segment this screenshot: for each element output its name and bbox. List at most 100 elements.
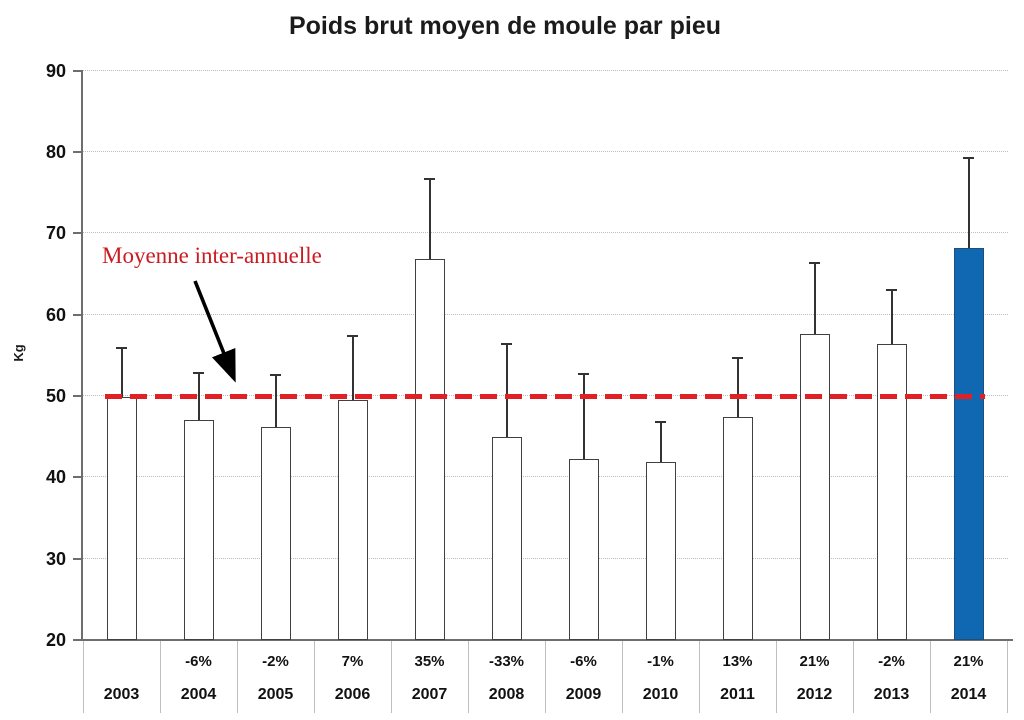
gridline (82, 151, 1008, 153)
mean-line (105, 393, 985, 399)
error-bar (659, 422, 662, 462)
category-separator (930, 641, 931, 713)
x-axis-line (78, 639, 1013, 641)
y-axis-tick (73, 639, 82, 641)
error-bar-cap (347, 334, 358, 337)
bar-2003 (106, 396, 137, 640)
category-separator (314, 641, 315, 713)
mean-line-arrow-icon (193, 280, 236, 383)
pct-change-label: -6% (185, 653, 212, 670)
pct-change-label: 7% (341, 653, 364, 670)
pct-change-label: 35% (414, 653, 445, 670)
gridline (82, 476, 1008, 478)
y-axis-title: Kg (11, 344, 26, 362)
bar-2009 (568, 458, 599, 640)
error-bar (120, 348, 123, 397)
y-axis-tick (73, 232, 82, 235)
error-bar (890, 290, 893, 344)
error-bar-cap (501, 342, 512, 345)
y-axis-tick (73, 476, 82, 479)
year-label: 2008 (488, 686, 525, 703)
y-tick-label: 50 (45, 386, 66, 406)
y-tick-label: 30 (45, 548, 66, 569)
error-bar-cap (732, 356, 743, 359)
year-label: 2010 (642, 686, 679, 703)
gridline (82, 557, 1008, 559)
error-bar (582, 374, 585, 459)
y-axis-tick (73, 557, 82, 560)
category-separator (237, 641, 238, 713)
y-axis-tick (73, 151, 82, 154)
y-tick-label: 60 (45, 304, 66, 325)
bar-2014-highlighted (953, 247, 984, 640)
error-bar (736, 357, 739, 418)
year-label: 2004 (180, 686, 217, 703)
category-separator (699, 641, 700, 713)
y-tick-label: 70 (45, 223, 66, 244)
y-tick-label: 80 (45, 142, 66, 163)
chart-title: Poids brut moyen de moule par pieu (288, 12, 721, 40)
category-separator (391, 641, 392, 713)
category-separator (1007, 641, 1008, 713)
pct-change-label: -2% (878, 653, 905, 670)
category-separator (468, 641, 469, 713)
error-bar (274, 374, 277, 427)
pct-change-label: 21% (953, 653, 984, 670)
error-bar-cap (886, 289, 897, 292)
error-bar (351, 335, 354, 401)
error-bar-cap (424, 177, 435, 180)
category-separator (853, 641, 854, 713)
y-tick-label: 40 (45, 467, 66, 488)
category-separator (160, 641, 161, 713)
y-axis-tick (73, 395, 82, 397)
pct-change-label: 21% (799, 653, 830, 670)
category-separator (83, 641, 84, 713)
year-label: 2003 (103, 686, 140, 703)
error-bar (813, 263, 816, 335)
gridline (82, 313, 1008, 315)
y-axis-tick (73, 313, 82, 316)
year-label: 2009 (565, 686, 602, 703)
error-bar-cap (270, 373, 281, 376)
category-separator (545, 641, 546, 713)
pct-change-label: -2% (262, 653, 289, 670)
pct-change-label: -1% (647, 653, 674, 670)
bar-2007 (414, 258, 445, 640)
error-bar (428, 178, 431, 259)
year-label: 2012 (796, 686, 833, 703)
bar-2005 (260, 426, 291, 640)
y-axis-line (81, 69, 83, 640)
gridline (82, 69, 1008, 71)
bar-2010 (645, 461, 676, 640)
pct-change-label: -6% (570, 653, 597, 670)
error-bar-cap (578, 373, 589, 376)
bar-2008 (491, 437, 522, 640)
y-axis-tick (73, 69, 82, 72)
y-tick-label: 20 (45, 630, 66, 650)
bar-2006 (337, 400, 368, 640)
pct-change-label: -33% (488, 653, 525, 670)
gridline (82, 232, 1008, 234)
category-separator (776, 641, 777, 713)
error-bar (967, 157, 970, 248)
year-label: 2014 (950, 686, 987, 703)
pct-change-label: 13% (722, 653, 753, 670)
year-label: 2011 (720, 686, 755, 703)
error-bar-cap (193, 372, 204, 375)
error-bar-cap (116, 347, 127, 350)
mean-line-annotation: Moyenne inter-annuelle (102, 243, 322, 268)
error-bar (505, 343, 508, 438)
year-label: 2013 (873, 686, 910, 703)
year-label: 2007 (411, 686, 448, 703)
error-bar-cap (809, 262, 820, 265)
bar-2013 (876, 343, 907, 640)
error-bar-cap (963, 156, 974, 159)
bar-2004 (183, 420, 214, 640)
category-separator (622, 641, 623, 713)
bar-2012 (799, 334, 830, 640)
year-label: 2005 (257, 686, 294, 703)
y-tick-label: 90 (45, 60, 66, 81)
error-bar-cap (655, 421, 666, 424)
bar-2011 (722, 417, 753, 640)
